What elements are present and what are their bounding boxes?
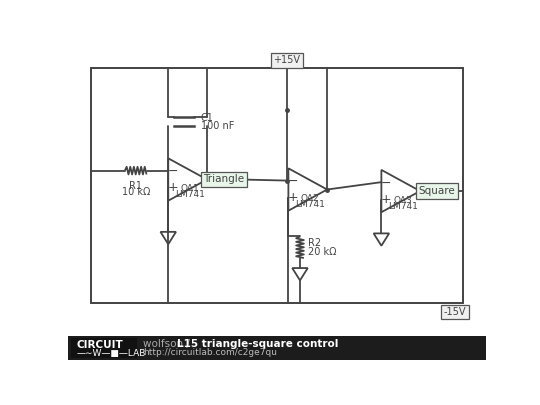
Text: Triangle: Triangle: [204, 175, 245, 185]
Text: −: −: [288, 175, 298, 188]
Text: −: −: [167, 165, 178, 178]
Text: +: +: [167, 181, 178, 194]
Text: http://circuitlab.com/c2ge7qu: http://circuitlab.com/c2ge7qu: [144, 348, 278, 357]
Text: —∼W—■—LAB: —∼W—■—LAB: [77, 349, 146, 358]
Text: LM741: LM741: [388, 202, 418, 211]
Text: −: −: [381, 177, 392, 190]
Text: OA1: OA1: [180, 184, 199, 193]
Text: C1: C1: [201, 113, 214, 123]
Text: LM741: LM741: [295, 200, 325, 209]
Text: R2: R2: [308, 239, 321, 248]
Text: LM741: LM741: [175, 190, 205, 199]
Text: 100 nF: 100 nF: [201, 122, 234, 131]
Text: L15 triangle-square control: L15 triangle-square control: [177, 339, 338, 349]
Text: -15V: -15V: [444, 307, 466, 317]
Bar: [91, 68, 463, 303]
Text: wolfson /: wolfson /: [144, 339, 193, 349]
Text: OA2: OA2: [301, 194, 319, 203]
Text: 20 kΩ: 20 kΩ: [308, 247, 336, 257]
Text: +: +: [381, 193, 392, 206]
Text: 10 kΩ: 10 kΩ: [122, 187, 150, 197]
Text: OA3: OA3: [394, 196, 413, 205]
Text: +15V: +15V: [273, 55, 300, 65]
Text: R1: R1: [129, 181, 142, 191]
Bar: [68, 336, 486, 360]
Text: +: +: [288, 192, 298, 205]
Bar: [71, 338, 137, 358]
Text: CIRCUIT: CIRCUIT: [77, 340, 124, 350]
Text: Square: Square: [419, 186, 456, 196]
